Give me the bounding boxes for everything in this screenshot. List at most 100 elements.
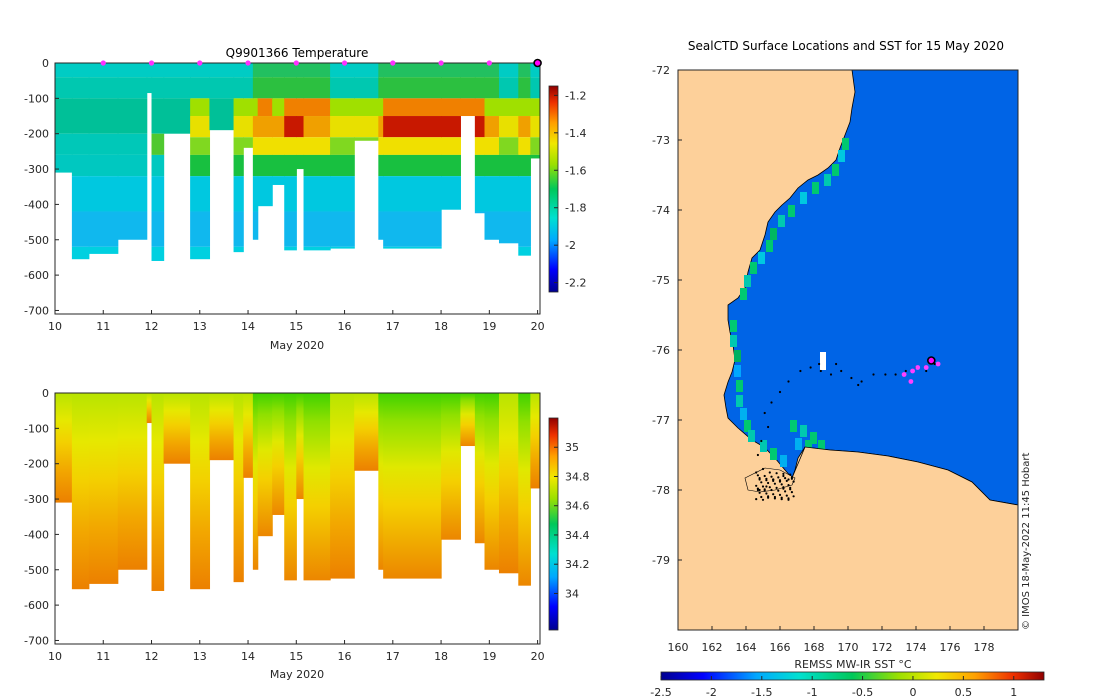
track-point <box>773 495 777 499</box>
temperature-cell <box>243 77 254 99</box>
temperature-cell <box>378 154 384 177</box>
track-point <box>767 495 770 498</box>
temperature-cell <box>303 137 331 155</box>
temperature-cell <box>71 98 90 134</box>
track-point <box>778 479 782 482</box>
salinity-colorbar-ticks: 35 34.8 34.6 34.4 34.2 34 <box>554 441 590 600</box>
temperature-cell <box>303 154 331 177</box>
lon-tick-label: 168 <box>804 641 825 654</box>
temperature-cell <box>330 63 355 78</box>
temperature-cell <box>441 137 461 155</box>
y-tick-label: -200 <box>24 128 49 141</box>
y-tick-label: -700 <box>24 634 49 647</box>
temperature-cell <box>190 211 211 247</box>
temperature-plot-title: Q9901366 Temperature <box>226 46 369 60</box>
temperature-cell <box>209 63 235 78</box>
y-tick-label: -200 <box>24 458 49 471</box>
track-point <box>755 471 758 474</box>
temperature-cell <box>284 211 297 247</box>
surface-location <box>901 372 907 377</box>
temperature-cell <box>257 98 273 117</box>
temperature-cell <box>243 63 254 78</box>
salinity-cell <box>284 393 297 581</box>
sst-cell <box>838 150 845 162</box>
temperature-cell <box>252 176 259 212</box>
temperature-cell <box>518 246 531 256</box>
x-tick-label: 19 <box>482 320 496 333</box>
temperature-cell <box>163 77 191 99</box>
temperature-cell <box>303 176 331 212</box>
seal-track <box>755 362 936 501</box>
colorbar-tick-label: -2.2 <box>565 277 586 290</box>
track-point <box>777 476 780 479</box>
temperature-cell <box>257 176 273 207</box>
temperature-cell <box>378 176 384 212</box>
sst-cell <box>748 430 755 442</box>
temperature-cell <box>151 246 165 261</box>
temperature-cell <box>330 246 355 249</box>
temperature-cell <box>518 116 531 138</box>
temperature-cell <box>303 246 331 251</box>
temperature-cell <box>71 211 90 247</box>
temperature-cell <box>209 77 235 99</box>
track-point <box>758 477 761 480</box>
salinity-x-ticks: 10 11 12 13 14 15 16 17 18 19 20 <box>48 640 545 663</box>
ice-shelf-edge <box>791 446 1018 506</box>
temperature-cell <box>296 98 305 117</box>
sst-cell <box>760 440 767 452</box>
temperature-cell <box>460 63 476 78</box>
x-tick-label: 10 <box>48 650 62 663</box>
salinity-cell <box>71 393 90 590</box>
sst-cell <box>812 182 819 194</box>
x-tick-label: 12 <box>145 650 159 663</box>
temperature-cell <box>190 63 211 78</box>
temperature-cell <box>233 154 244 177</box>
track-point <box>777 489 780 492</box>
colorbar-tick-label: 34.8 <box>565 470 590 483</box>
track-point <box>829 373 833 376</box>
sst-cell <box>800 192 807 204</box>
sst-cell <box>734 365 741 377</box>
current-profile-marker <box>533 58 542 68</box>
temperature-cell <box>441 154 461 177</box>
temperature-cell <box>117 211 148 240</box>
track-point <box>785 494 788 497</box>
temperature-cell <box>354 98 379 117</box>
lat-tick-label: -76 <box>652 344 670 357</box>
temperature-cell <box>151 98 165 134</box>
x-tick-label: 11 <box>96 320 110 333</box>
salinity-axes-box <box>54 392 541 645</box>
colorbar-tick-label: -1.8 <box>565 202 586 215</box>
temperature-cell <box>88 77 119 99</box>
y-tick-label: -700 <box>24 304 49 317</box>
temperature-cell <box>88 154 119 177</box>
temperature-cell <box>518 176 531 212</box>
temperature-cell <box>474 211 486 214</box>
lon-tick-label: 170 <box>838 641 859 654</box>
track-point <box>790 491 794 494</box>
track-point <box>763 411 766 415</box>
temperature-cell <box>272 176 285 185</box>
track-point <box>758 491 761 494</box>
track-point <box>763 474 766 478</box>
temperature-cell <box>284 154 297 177</box>
temperature-cell <box>303 63 331 78</box>
track-point <box>780 483 783 486</box>
temperature-cell <box>55 77 73 99</box>
temperature-cell <box>55 98 73 134</box>
temperature-cell <box>518 77 531 99</box>
coastal-sst-cells <box>730 138 849 467</box>
no-data-cell <box>820 352 826 370</box>
temperature-data-area <box>55 63 540 261</box>
temperature-cell <box>484 116 500 138</box>
profile-marker <box>148 60 155 66</box>
temperature-cell <box>272 77 285 99</box>
sst-cell <box>766 240 773 252</box>
salinity-cell <box>117 393 148 570</box>
temperature-cell <box>284 116 297 138</box>
x-tick-label: 18 <box>434 650 448 663</box>
track-point <box>772 478 775 481</box>
sst-cell <box>780 455 787 467</box>
x-tick-label: 16 <box>338 320 352 333</box>
track-point <box>760 495 763 499</box>
